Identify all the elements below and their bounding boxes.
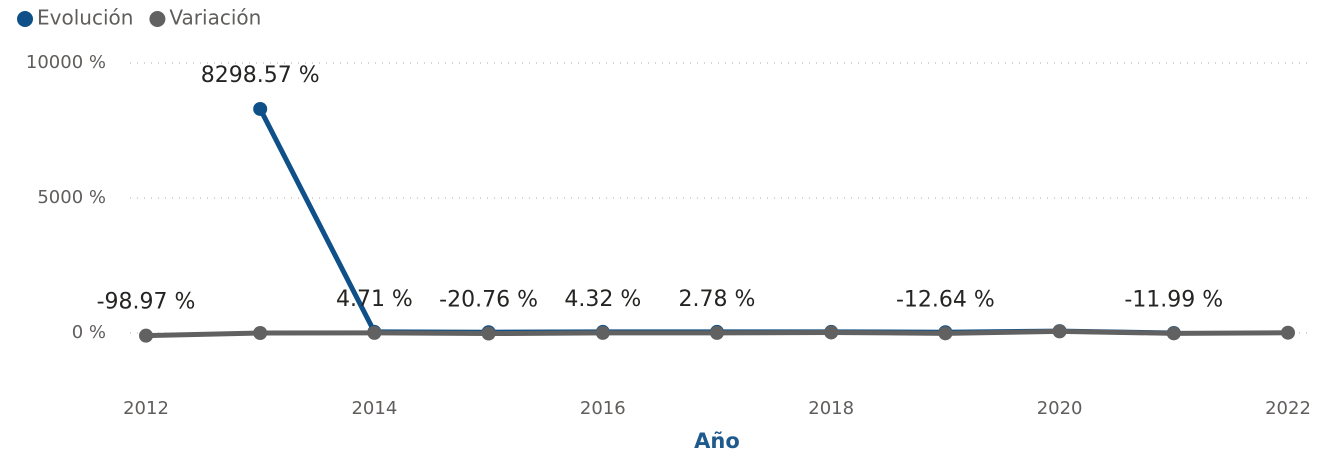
y-tick-label: 10000 % — [26, 52, 106, 73]
data-point — [710, 325, 724, 340]
data-point — [253, 101, 268, 116]
legend-marker — [17, 11, 33, 27]
data-point — [367, 325, 382, 340]
legend-marker — [149, 11, 166, 27]
data-point — [1166, 326, 1181, 341]
data-label: 4.32 % — [564, 287, 641, 312]
data-point — [595, 325, 610, 340]
x-tick-label: 2022 — [1265, 398, 1311, 419]
data-label: 4.71 % — [336, 287, 413, 312]
x-tick-label: 2018 — [808, 398, 854, 419]
x-tick-label: 2016 — [580, 398, 626, 419]
data-point — [1281, 325, 1295, 340]
data-point — [1052, 324, 1067, 339]
data-point — [253, 326, 268, 340]
x-tick-label: 2020 — [1037, 398, 1083, 419]
data-point — [824, 325, 839, 340]
data-label: -12.64 % — [896, 287, 995, 312]
data-point — [938, 326, 953, 341]
data-point — [139, 328, 153, 343]
y-tick-label: 5000 % — [37, 187, 106, 208]
data-label: 8298.57 % — [201, 63, 320, 88]
x-axis-title: Año — [694, 429, 740, 453]
data-label: -20.76 % — [439, 288, 538, 313]
x-tick-label: 2014 — [351, 398, 397, 419]
y-tick-label: 0 % — [72, 322, 106, 343]
data-label: -98.97 % — [97, 290, 196, 315]
legend-label: Evolución — [37, 6, 133, 30]
data-label: -11.99 % — [1124, 287, 1223, 312]
data-point — [481, 326, 496, 341]
legend-label: Variación — [169, 6, 261, 30]
x-tick-label: 2012 — [123, 398, 169, 419]
data-label: 2.78 % — [679, 287, 756, 312]
